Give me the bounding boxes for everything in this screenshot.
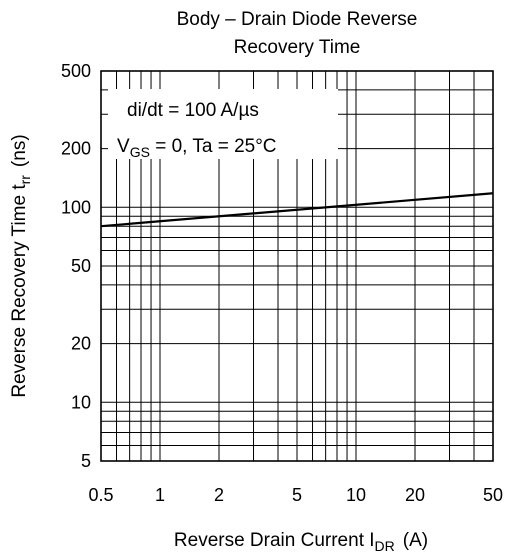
x-tick-label: 10 bbox=[346, 485, 366, 505]
y-axis-title-unit: (ns) bbox=[9, 134, 30, 167]
tick-labels: 0.5 1 2 5 10 20 50 5 10 20 50 100 200 500 bbox=[61, 61, 503, 505]
annotation-box bbox=[108, 89, 338, 159]
y-tick-label: 100 bbox=[61, 197, 91, 217]
series-line bbox=[100, 192, 494, 228]
y-tick-label: 20 bbox=[71, 334, 91, 354]
series-layer bbox=[100, 192, 494, 228]
annotation-line1: di/dt = 100 A/µs bbox=[127, 100, 259, 121]
y-tick-label: 5 bbox=[81, 451, 91, 471]
chart-title-line1: Body – Drain Diode Reverse bbox=[177, 9, 418, 30]
x-axis-title: Reverse Drain Current IDR (A) bbox=[174, 530, 428, 554]
y-tick-label: 200 bbox=[61, 139, 91, 159]
x-axis-title-main: Reverse Drain Current I bbox=[174, 530, 375, 551]
x-tick-label: 2 bbox=[214, 485, 224, 505]
chart-title-line2: Recovery Time bbox=[234, 37, 361, 58]
x-tick-label: 50 bbox=[483, 485, 503, 505]
y-axis-title: Reverse Recovery Time trr (ns) bbox=[9, 134, 33, 397]
x-tick-label: 1 bbox=[155, 485, 165, 505]
x-tick-label: 20 bbox=[405, 485, 425, 505]
y-tick-label: 10 bbox=[71, 392, 91, 412]
x-tick-label: 5 bbox=[292, 485, 302, 505]
y-axis-title-main: Reverse Recovery Time t bbox=[9, 184, 30, 398]
y-tick-label: 50 bbox=[71, 256, 91, 276]
x-tick-label: 0.5 bbox=[88, 485, 113, 505]
x-axis-title-unit: (A) bbox=[403, 530, 428, 551]
annotation-conditions: = 0, Ta = 25°C bbox=[150, 136, 277, 157]
annotation-vgs-sub: GS bbox=[130, 144, 150, 160]
annotation-line2: VGS = 0, Ta = 25°C bbox=[117, 136, 277, 160]
plot-frame bbox=[100, 70, 494, 462]
annotation-vgs: V bbox=[117, 136, 130, 157]
y-tick-label: 500 bbox=[61, 61, 91, 81]
x-axis-title-sub: DR bbox=[375, 538, 395, 554]
y-axis-title-sub: rr bbox=[17, 175, 33, 185]
